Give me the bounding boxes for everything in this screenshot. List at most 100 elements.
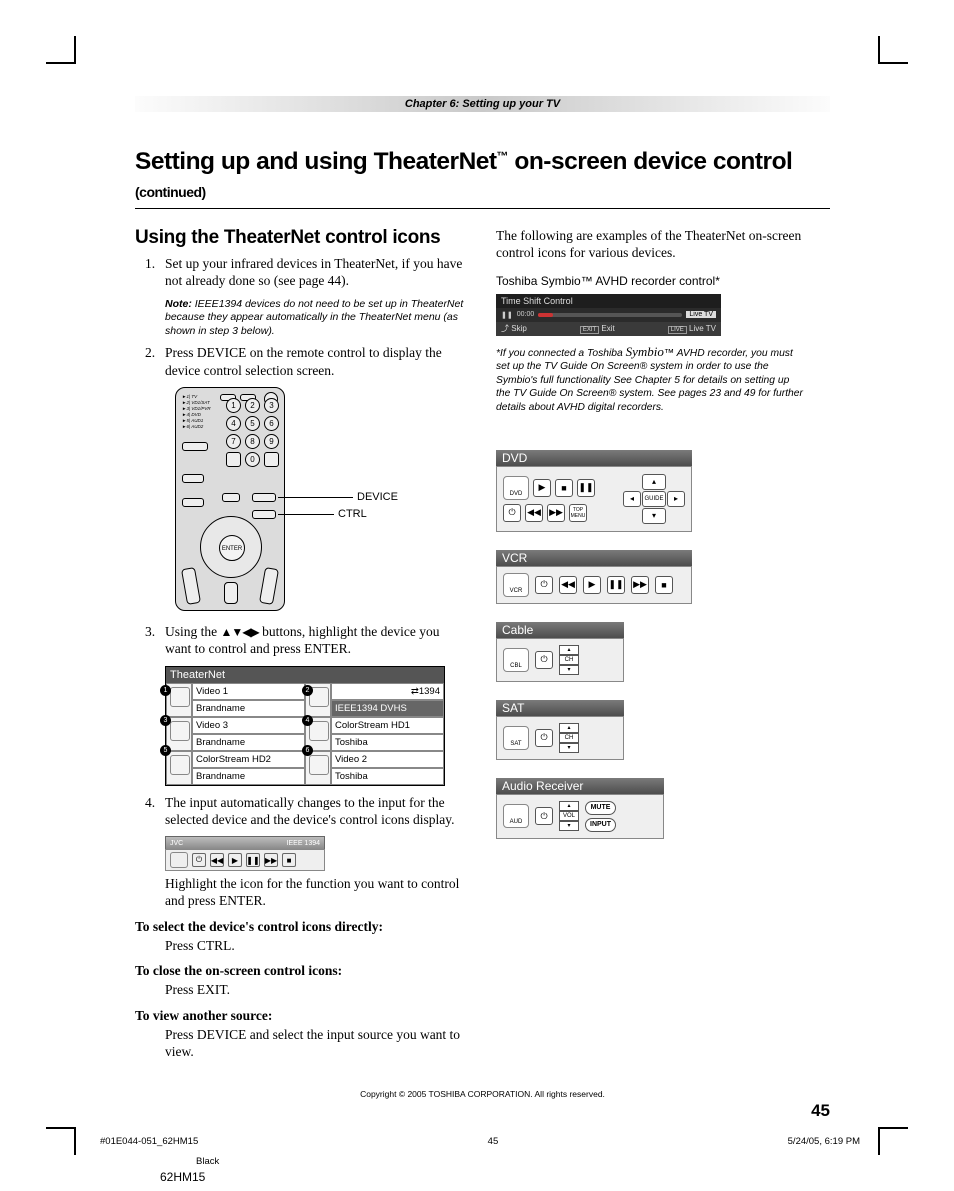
d-pad: ENTER [200,516,262,578]
right-icon: ▸ [667,491,685,507]
play-icon: ▶ [228,853,242,867]
steps-list: 4.The input automatically changes to the… [135,794,468,829]
crop-mark [878,1127,908,1155]
power-icon: ⏻ [535,729,553,747]
footer-page: 45 [488,1136,499,1147]
remote-input-labels: ►1| TV►2| VD1/SAT►3| VD1/PVR►4| DVD►5| A… [182,394,218,430]
top-menu-button: TOP MENU [569,504,587,522]
mode-button [182,442,208,451]
note-box: Note: IEEE1394 devices do not need to be… [165,298,468,339]
direct-heading-1: To select the device's control icons dir… [135,918,468,935]
direct-heading-3: To view another source: [135,1007,468,1024]
direct-body-3: Press DEVICE and select the input source… [165,1026,468,1061]
bubble-4: 4 [302,715,313,726]
exit-label: Exit [601,324,614,333]
callout-line [278,497,353,498]
guide-button: GUIDE [642,491,666,507]
stop-icon: ■ [282,853,296,867]
subsection-heading: Using the TheaterNet control icons [135,227,468,249]
dvd-icon: DVD [503,476,529,500]
sat-icon: SAT [503,726,529,750]
bubble-5: 5 [160,745,171,756]
table-cell: Toshiba [331,768,444,785]
footer-date: 5/24/05, 6:19 PM [788,1136,860,1147]
ctrlbar-left: JVC [170,837,183,849]
rewind-icon: ◀◀ [559,576,577,594]
cable-icon: CBL [503,648,529,672]
power-icon: ⏻ [535,807,553,825]
example1-label: Toshiba Symbio™ AVHD recorder control* [496,274,829,288]
power-icon: ⏻ [192,853,206,867]
title-post: on-screen device control [508,148,792,175]
ff-icon: ▶▶ [631,576,649,594]
timeshift-panel: Time Shift Control ❚❚ 00:00 Live TV ⤴ Sk… [496,294,721,336]
symbio-footnote: *If you connected a Toshiba Symbio™ AVHD… [496,344,806,414]
crop-mark [46,36,76,64]
steps-list: 2.Press DEVICE on the remote control to … [135,344,468,379]
direct-heading-2: To close the on-screen control icons: [135,962,468,979]
panel-title: Cable [496,622,624,638]
footer-color: Black [196,1156,219,1167]
table-cell: Brandname [192,700,305,717]
direct-body-2: Press EXIT. [165,981,468,998]
crop-mark [46,1127,76,1155]
bubble-6: 6 [302,745,313,756]
title-tm: ™ [497,149,509,163]
page-title: Setting up and using TheaterNet™ on-scre… [135,148,830,209]
step-3: 3. Using the ▲▼◀▶ buttons, highlight the… [135,623,468,658]
theaternet-title: TheaterNet [166,667,444,683]
recall-button [182,474,204,483]
note-body: IEEE1394 devices do not need to be set u… [165,298,463,337]
symbio-brand: Symbio [626,344,664,359]
power-icon: ⏻ [535,576,553,594]
remote-body: ►1| TV►2| VD1/SAT►3| VD1/PVR►4| DVD►5| A… [175,387,285,611]
title-continued: (continued) [135,184,206,200]
panel-title: VCR [496,550,692,566]
channel-rocker: ▴ CH ▾ [559,723,579,753]
sat-panel: SAT SAT ⏻ ▴ CH ▾ [496,700,624,760]
right-column: The following are examples of the Theate… [496,227,829,1069]
table-cell: Video 2 [331,751,444,768]
table-cell: ⇄1394 [331,683,444,700]
page-number: 45 [135,1101,830,1121]
play-icon: ▶ [583,576,601,594]
ctrl-label: CTRL [338,508,367,520]
pause-indicator: ❚❚ [501,311,513,319]
cable-panel: Cable CBL ⏻ ▴ CH ▾ [496,622,624,682]
volume-rocker: ▴ VOL ▾ [559,801,579,831]
vcr-icon: VCR [503,573,529,597]
number-pad: 123 456 789 0 [226,398,282,467]
progress-bar [538,313,682,317]
input-button: INPUT [585,818,616,832]
bubble-1: 1 [160,685,171,696]
enter-button: ENTER [219,535,245,561]
bubble-2: 2 [302,685,313,696]
skip-icon: ⤴ [501,324,511,333]
live-badge: Live TV [686,311,716,318]
panel-title: Audio Receiver [496,778,664,794]
stop-icon: ■ [655,576,673,594]
device-label: DEVICE [357,491,398,503]
steps-list: 3. Using the ▲▼◀▶ buttons, highlight the… [135,623,468,658]
stop-icon: ■ [555,479,573,497]
chapter-header: Chapter 6: Setting up your TV [135,96,830,112]
table-cell: Brandname [192,768,305,785]
audio-panel: Audio Receiver AUD ⏻ ▴ VOL ▾ MUTE INPUT [496,778,664,839]
skip-label: Skip [511,324,527,333]
table-cell: ColorStream HD2 [192,751,305,768]
remote-figure: ►1| TV►2| VD1/SAT►3| VD1/PVR►4| DVD►5| A… [175,387,395,613]
device-button [252,493,276,502]
left-column: Using the TheaterNet control icons 1.Set… [135,227,468,1069]
pause-icon: ❚❚ [577,479,595,497]
panel-title: DVD [496,450,692,466]
dvhs-icon [170,852,188,868]
footer-model: 62HM15 [160,1170,205,1184]
ff-icon: ▶▶ [264,853,278,867]
down-icon: ▾ [642,508,666,524]
pause-icon: ❚❚ [246,853,260,867]
copyright-text: Copyright © 2005 TOSHIBA CORPORATION. Al… [135,1089,830,1099]
rewind-icon: ◀◀ [210,853,224,867]
play-icon: ▶ [533,479,551,497]
rewind-icon: ◀◀ [525,504,543,522]
left-icon: ◂ [623,491,641,507]
